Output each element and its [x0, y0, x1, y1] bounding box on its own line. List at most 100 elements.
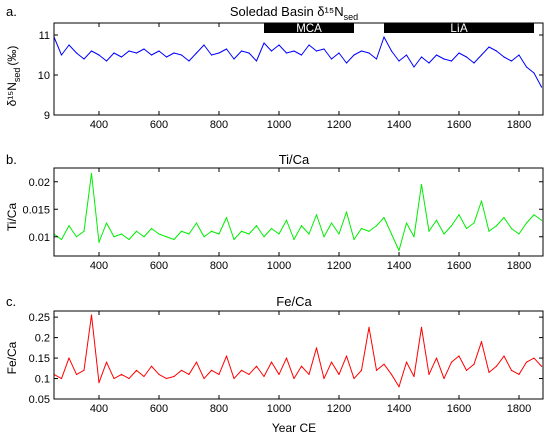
panel-a-data-point	[105, 60, 108, 62]
panel-c-data-point	[180, 369, 183, 371]
panel-b-data-point	[263, 236, 265, 238]
panel-b-data-point	[158, 233, 160, 235]
panel-c-data-point	[278, 373, 280, 376]
panel-b-x-tick-label: 1400	[387, 260, 411, 272]
panel-c-data-point	[525, 361, 528, 363]
panel-a-data-point	[375, 58, 378, 60]
panel-c-y-tick-label: 0.2	[35, 333, 50, 345]
panel-a-title-sub: sed	[344, 12, 359, 22]
panel-c-series-line	[53, 314, 542, 388]
panel-a-data-point	[195, 52, 198, 54]
panel-a-x-tick-label: 1800	[507, 119, 531, 131]
panel-a-data-point	[510, 60, 513, 62]
panel-a-data-point	[293, 50, 295, 52]
panel-c-data-point	[443, 377, 445, 380]
panel-c-data-point	[428, 373, 430, 376]
panel-b-data-point	[405, 222, 408, 224]
panel-b-data-point	[255, 225, 258, 227]
panel-b-data-point	[233, 238, 235, 241]
panel-c-data-point	[315, 347, 318, 349]
panel-b-data-point	[240, 230, 243, 232]
panel-c-data-point	[473, 363, 475, 365]
panel-b: b. Ti/Ca Ti/Ca 400 600 800 1000 1200 1400 1600…	[5, 152, 544, 272]
panel-a-title-main: Soledad Basin δ¹⁵N	[230, 4, 344, 19]
panel-b-data-point	[360, 227, 363, 230]
panel-c-x-tick-label: 800	[210, 403, 228, 415]
panel-a-data-point	[398, 60, 400, 62]
panel-c-data-point	[195, 361, 198, 363]
period-bar-label-lia: LIA	[450, 23, 468, 35]
panel-b-data-point	[330, 222, 333, 224]
panel-c-data-point	[375, 369, 378, 371]
panel-a-data-point	[173, 52, 175, 54]
panel-a-data-point	[60, 54, 63, 56]
panel-b-data-point	[300, 225, 303, 227]
panel-b-data-point	[383, 216, 385, 219]
panel-a-data-point	[323, 48, 325, 50]
panel-a-data-point	[270, 50, 273, 52]
panel-a-data-point	[330, 58, 333, 60]
panel-b-data-point	[413, 236, 415, 238]
panel-b-data-point	[218, 233, 220, 235]
panel-c-data-point	[60, 377, 63, 380]
panel-b-data-point	[173, 238, 175, 241]
panel-a-data-point	[203, 44, 205, 46]
panel-a-data-point	[428, 62, 430, 64]
panel-b-data-point	[510, 227, 513, 230]
period-bar-mca	[264, 23, 354, 33]
panel-a-data-point	[225, 48, 228, 50]
panel-a-data-point	[248, 52, 250, 54]
panel-c-data-point	[458, 355, 460, 357]
panel-c-data-point	[368, 326, 370, 328]
panel-b-data-point	[180, 230, 183, 232]
panel-b-data-point	[270, 227, 273, 230]
panel-a-data-point	[113, 52, 115, 54]
panel-b-data-point	[533, 214, 535, 216]
panel-b-data-point	[540, 219, 543, 221]
panel-a-y-tick-label: 10	[38, 70, 50, 82]
panel-a-data-point	[420, 56, 423, 58]
panel-b-data-point	[398, 249, 400, 252]
panel-b-data-point	[315, 214, 318, 216]
panel-a-data-point	[518, 54, 520, 56]
panel-a-data-point	[413, 66, 415, 68]
panel-c-data-point	[225, 355, 228, 357]
panel-c-data-point	[165, 377, 168, 380]
panel-c-x-tick-label: 1200	[327, 403, 351, 415]
panel-b-data-point	[428, 230, 430, 232]
panel-a-data-point	[135, 52, 138, 54]
panel-c-data-point	[293, 377, 295, 380]
panel-c-data-point	[120, 373, 123, 376]
panel-c-ylabel: Fe/Ca	[5, 341, 19, 374]
panel-c-data-point	[353, 377, 355, 380]
panel-label-a: a.	[6, 4, 17, 19]
panel-c-data-point	[435, 357, 438, 359]
panel-a-data-point	[210, 54, 213, 56]
panel-b-frame	[53, 167, 544, 257]
panel-a-data-point	[90, 50, 93, 52]
panel-b-data-point	[308, 233, 310, 235]
panel-b-y-tick-label: 0.015	[22, 204, 50, 216]
panel-b-data-point	[420, 183, 423, 186]
panel-c-x-tick-label: 1400	[387, 403, 411, 415]
panel-a-data-point	[465, 56, 468, 58]
panel-a-data-point	[255, 60, 258, 62]
panel-c-data-point	[300, 365, 303, 367]
panel-c-x-tick-label: 1800	[507, 403, 531, 415]
panel-a-data-point	[383, 36, 385, 38]
panel-b-data-point	[188, 233, 190, 235]
panel-c-data-point	[405, 361, 408, 363]
panel-b-data-point	[443, 233, 445, 235]
panel-a-data-point	[150, 54, 153, 56]
panel-b-data-point	[338, 233, 340, 235]
panel-c-data-point	[390, 373, 393, 376]
panel-b-x-tick-label: 1000	[267, 260, 291, 272]
panel-a-data-point	[240, 50, 243, 52]
panel-b-ylabel: Ti/Ca	[5, 203, 19, 232]
panel-b-data-point	[98, 241, 100, 243]
panel-c-y-tick-label: 0.15	[29, 353, 50, 365]
panel-b-data-point	[368, 230, 370, 232]
panel-c-data-point	[495, 365, 498, 367]
panel-c-data-point	[75, 373, 78, 376]
